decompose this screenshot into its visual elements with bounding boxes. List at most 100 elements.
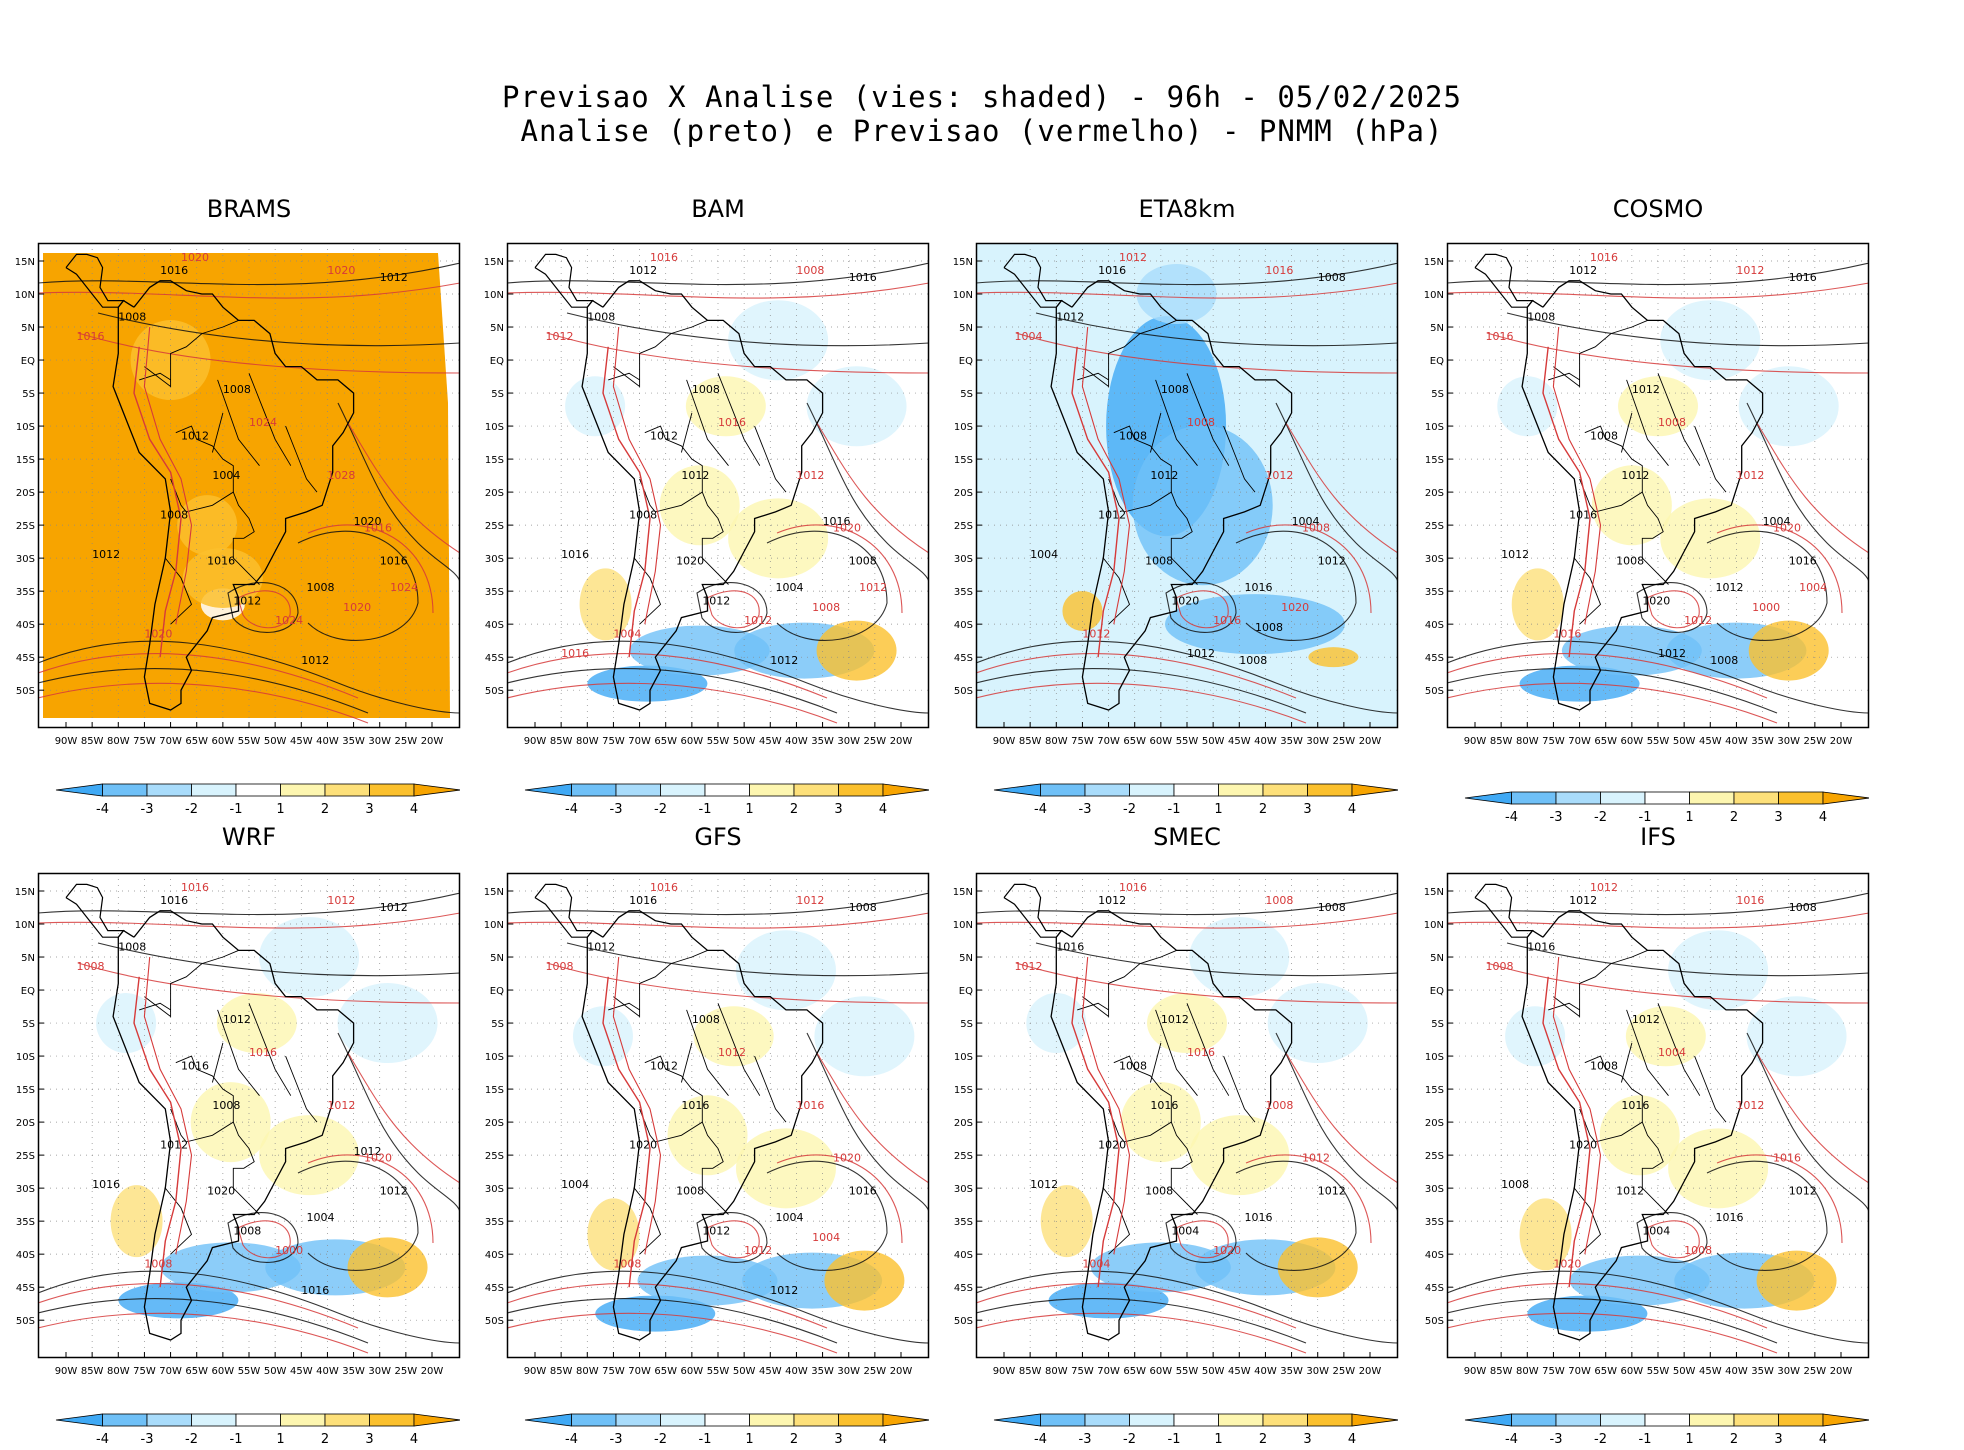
isobar-label-forecast: 1020 — [833, 1152, 861, 1165]
lon-tick-label: 60W — [1621, 736, 1644, 747]
isobar-label-analysis: 1012 — [1716, 581, 1744, 594]
lat-tick-label: 40S — [16, 1250, 35, 1261]
lon-tick-label: 50W — [1673, 736, 1696, 747]
colorbar-label: -3 — [1079, 802, 1092, 817]
lat-tick-label: 30S — [954, 554, 973, 565]
isobar-label-analysis: 1012 — [1161, 1013, 1189, 1026]
colorbar-label: 4 — [410, 1432, 418, 1447]
lon-tick-label: 30W — [1306, 736, 1329, 747]
colorbar-label: 1 — [1685, 810, 1693, 825]
lat-tick-label: 5N — [1430, 323, 1444, 334]
isobar-label-forecast: 1020 — [343, 601, 371, 614]
isobar-label-analysis: 1016 — [1789, 555, 1817, 568]
lat-tick-label: EQ — [490, 356, 504, 367]
colorbar-label: 4 — [410, 802, 418, 817]
colorbar-label: -4 — [565, 802, 578, 817]
lon-tick-label: 40W — [316, 1366, 339, 1377]
lat-tick-label: 10S — [1425, 422, 1444, 433]
colorbar-label: 2 — [790, 1432, 798, 1447]
isobar-label-analysis: 1008 — [1119, 429, 1147, 442]
isobar-label-analysis: 1016 — [1150, 1099, 1178, 1112]
lon-tick-label: 75W — [1071, 736, 1094, 747]
map-panel-gfs: 1016 1008 1012 1008 1012 1016 1020 1004 1008 1012… — [484, 872, 930, 1377]
isobar-label-analysis: 1016 — [301, 1284, 329, 1297]
isobar-label-analysis: 1020 — [629, 1139, 657, 1152]
lon-tick-label: 55W — [1176, 1366, 1199, 1377]
lon-tick-label: 65W — [654, 1366, 677, 1377]
lon-tick-label: 60W — [681, 736, 704, 747]
lon-tick-label: 45W — [759, 736, 782, 747]
lat-tick-label: 25S — [485, 521, 504, 532]
isobar-label-analysis: 1008 — [118, 940, 146, 953]
panel-title-brams: BRAMS — [206, 195, 292, 223]
lat-tick-label: EQ — [1430, 356, 1444, 367]
colorbar-label: 4 — [879, 802, 887, 817]
colorbar-label: 3 — [834, 1432, 842, 1447]
lon-tick-label: 50W — [264, 1366, 287, 1377]
bias-area — [1569, 1255, 1710, 1306]
lon-tick-label: 65W — [185, 736, 208, 747]
lat-tick-label: EQ — [959, 986, 973, 997]
lat-tick-label: 50S — [1425, 686, 1444, 697]
isobar-label-analysis: 1008 — [676, 1185, 704, 1198]
isobar-label-analysis: 1008 — [692, 383, 720, 396]
isobar-label-analysis: 1012 — [1658, 647, 1686, 660]
lat-tick-label: 15N — [953, 887, 973, 898]
lon-tick-label: 20W — [890, 736, 913, 747]
lon-tick-label: 60W — [1150, 1366, 1173, 1377]
isobar-label-forecast: 1012 — [1265, 469, 1293, 482]
isobar-label-analysis: 1004 — [1292, 515, 1320, 528]
lon-tick-label: 50W — [264, 736, 287, 747]
lon-tick-label: 80W — [107, 1366, 130, 1377]
isobar-label-analysis: 1016 — [207, 555, 235, 568]
bias-area — [160, 1242, 301, 1293]
colorbar-cosmo: -4 -3 -2 -1 1 2 3 4 — [1464, 791, 1869, 825]
lat-tick-label: 5S — [491, 389, 504, 400]
isobar-label-analysis: 1016 — [380, 555, 408, 568]
lon-tick-label: 20W — [890, 1366, 913, 1377]
isobar-label-analysis: 1012 — [301, 654, 329, 667]
lat-tick-label: 5N — [490, 953, 504, 964]
lon-tick-label: 90W — [1464, 736, 1487, 747]
lon-tick-label: 75W — [133, 736, 156, 747]
isobar-label-forecast: 1016 — [249, 1046, 277, 1059]
lon-tick-label: 30W — [837, 736, 860, 747]
colorbar-label: 1 — [745, 1432, 753, 1447]
lat-tick-label: 25S — [954, 521, 973, 532]
bias-area — [814, 996, 915, 1077]
colorbar-label: 3 — [365, 1432, 373, 1447]
lat-tick-label: 25S — [1425, 521, 1444, 532]
lat-tick-label: 5S — [1431, 389, 1444, 400]
lat-tick-label: 10N — [484, 290, 504, 301]
lat-tick-label: 15S — [16, 455, 35, 466]
lon-tick-label: 35W — [1280, 736, 1303, 747]
isobar-label-forecast: 1024 — [390, 581, 418, 594]
lon-tick-label: 25W — [1333, 736, 1356, 747]
lat-tick-label: 15S — [485, 455, 504, 466]
bias-area — [1511, 568, 1564, 641]
colorbar-label: 1 — [1214, 1432, 1222, 1447]
map-panel-bam: 1012101610081008101210121008101610201012… — [484, 242, 930, 747]
isobar-label-forecast: 1012 — [545, 330, 573, 343]
isobar-label-analysis: 1012 — [181, 429, 209, 442]
lat-tick-label: 10S — [485, 422, 504, 433]
isobar-label-forecast: 1016 — [718, 416, 746, 429]
isobar-label-forecast: 1008 — [1684, 1244, 1712, 1257]
isobar-label-analysis: 1012 — [1056, 310, 1084, 323]
lat-tick-label: 50S — [954, 686, 973, 697]
colorbar-label: -3 — [141, 802, 154, 817]
lon-tick-label: 75W — [133, 1366, 156, 1377]
isobar-label-analysis: 1008 — [223, 383, 251, 396]
bias-area — [565, 376, 626, 437]
lon-tick-label: 45W — [1228, 736, 1251, 747]
lat-tick-label: 45S — [16, 653, 35, 664]
isobar-label-forecast: 1000 — [275, 1244, 303, 1257]
isobar-label-analysis: 1012 — [223, 1013, 251, 1026]
lon-tick-label: 85W — [550, 1366, 573, 1377]
isobar-label-forecast: 1016 — [561, 647, 589, 660]
lat-tick-label: 15N — [484, 887, 504, 898]
isobar-label-analysis: 1004 — [776, 581, 804, 594]
lat-tick-label: 5S — [1431, 1019, 1444, 1030]
lat-tick-label: EQ — [1430, 986, 1444, 997]
lon-tick-label: 55W — [707, 1366, 730, 1377]
